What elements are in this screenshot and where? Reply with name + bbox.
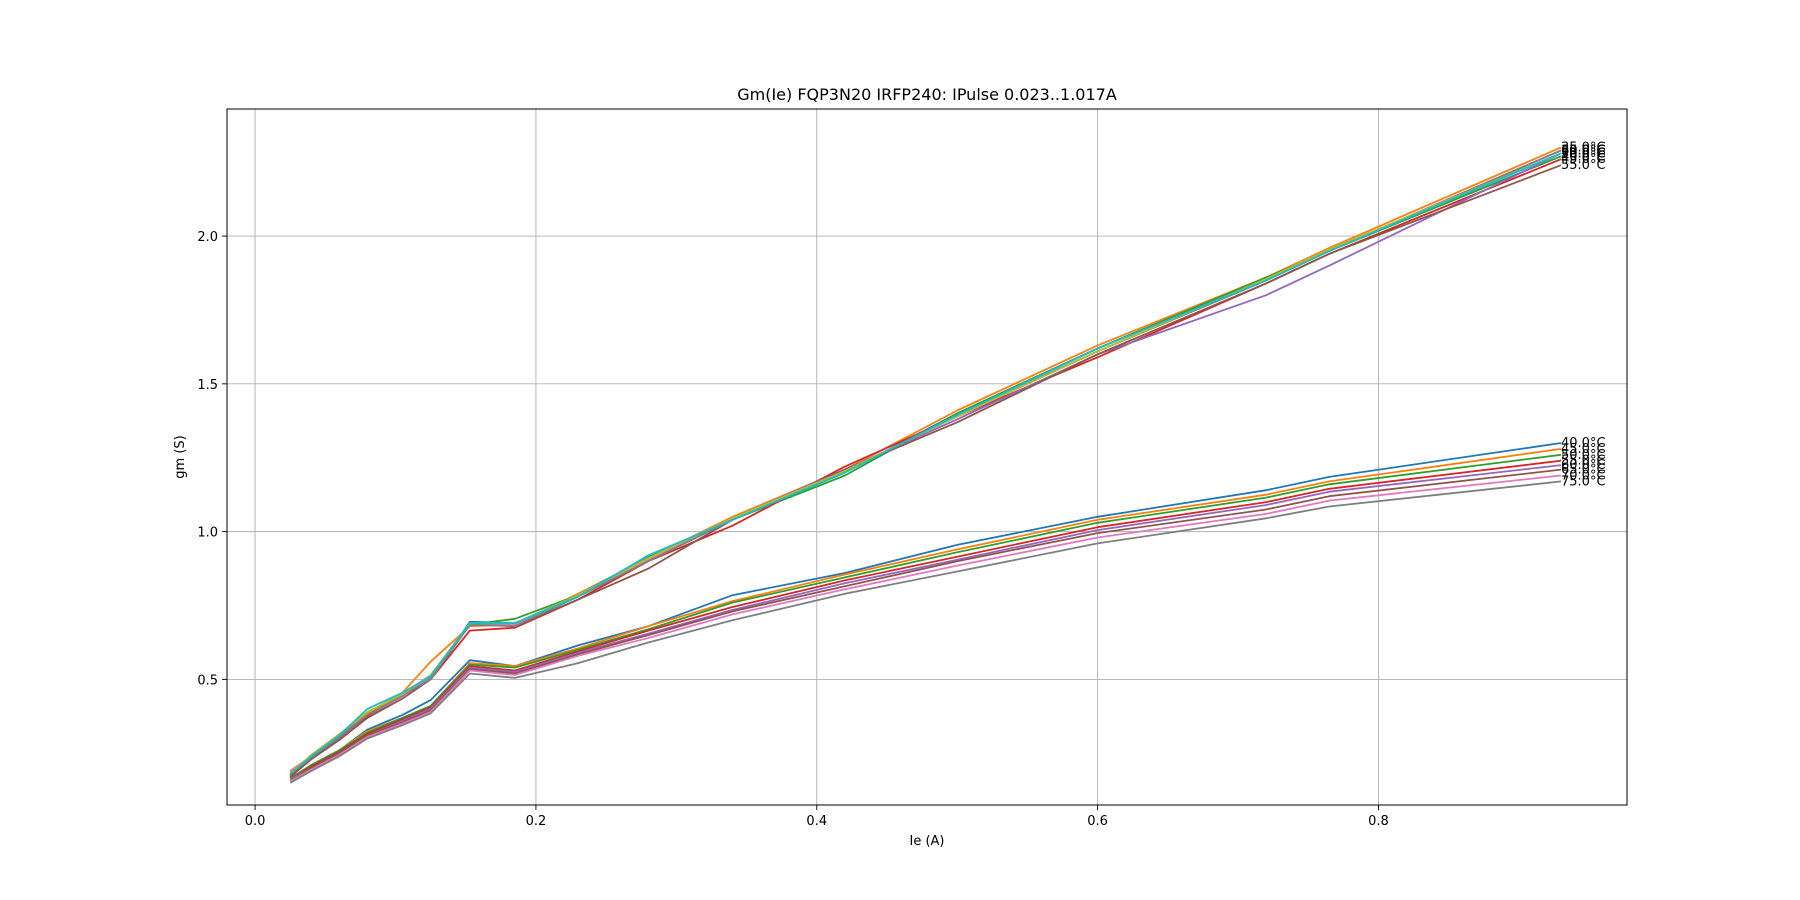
y-tick-label: 0.5 [197,673,218,688]
series-end-label: 55.0°C [1561,454,1606,469]
series-line-lower-3 [289,459,1562,781]
chart-title: Gm(Ie) FQP3N20 IRFP240: IPulse 0.023..1.… [737,85,1117,104]
series-end-label: 75.0°C [1561,474,1606,489]
series-end-label: 50.0°C [1561,146,1606,161]
series-end-labels: 30.0°C35.0°C40.0°C45.0°C50.0°C55.0°C60.0… [1561,140,1606,489]
series-end-label: 40.0°C [1561,436,1606,451]
y-axis-label: gm (S) [173,435,188,478]
series-end-label: 70.0°C [1561,468,1606,483]
series-end-label: 70.0°C [1561,146,1606,161]
series-line-lower-2 [289,453,1562,780]
series-end-label: 45.0°C [1561,442,1606,457]
y-tick-label: 1.0 [197,526,218,541]
x-tick-label: 0.4 [806,814,827,829]
y-tick-label: 1.5 [197,378,218,393]
series-lines [289,146,1562,784]
x-tick-label: 0.6 [1087,814,1108,829]
series-line-lower-6 [289,474,1562,783]
series-end-label: 40.0°C [1561,149,1606,164]
series-end-label: 60.0°C [1561,143,1606,158]
series-end-label: 35.0°C [1561,140,1606,155]
plot-frame [226,108,1628,806]
x-tick-label: 0.2 [526,814,547,829]
series-end-label: 45.0°C [1561,152,1606,167]
series-line-upper-8 [289,152,1562,775]
x-tick-label: 0.0 [245,814,266,829]
series-line-upper-5 [289,164,1562,777]
series-end-label: 60.0°C [1561,458,1606,473]
series-end-label: 50.0°C [1561,448,1606,463]
series-end-label: 65.0°C [1561,143,1606,158]
series-line-lower-7 [289,480,1562,784]
series-line-upper-9 [289,152,1562,775]
series-end-label: 75.0°C [1561,146,1606,161]
series-line-lower-5 [289,468,1562,783]
series-end-label: 30.0°C [1561,143,1606,158]
series-line-upper-1 [289,146,1562,772]
x-axis-label: Ie (A) [909,834,944,849]
x-axis: 0.0 0.2 0.4 0.6 0.8 [245,805,1389,829]
series-end-label: 55.0°C [1561,158,1606,173]
series-end-label: 65.0°C [1561,463,1606,478]
y-axis: 0.5 1.0 1.5 2.0 [197,230,227,688]
y-tick-label: 2.0 [197,230,218,245]
x-tick-label: 0.8 [1368,814,1389,829]
